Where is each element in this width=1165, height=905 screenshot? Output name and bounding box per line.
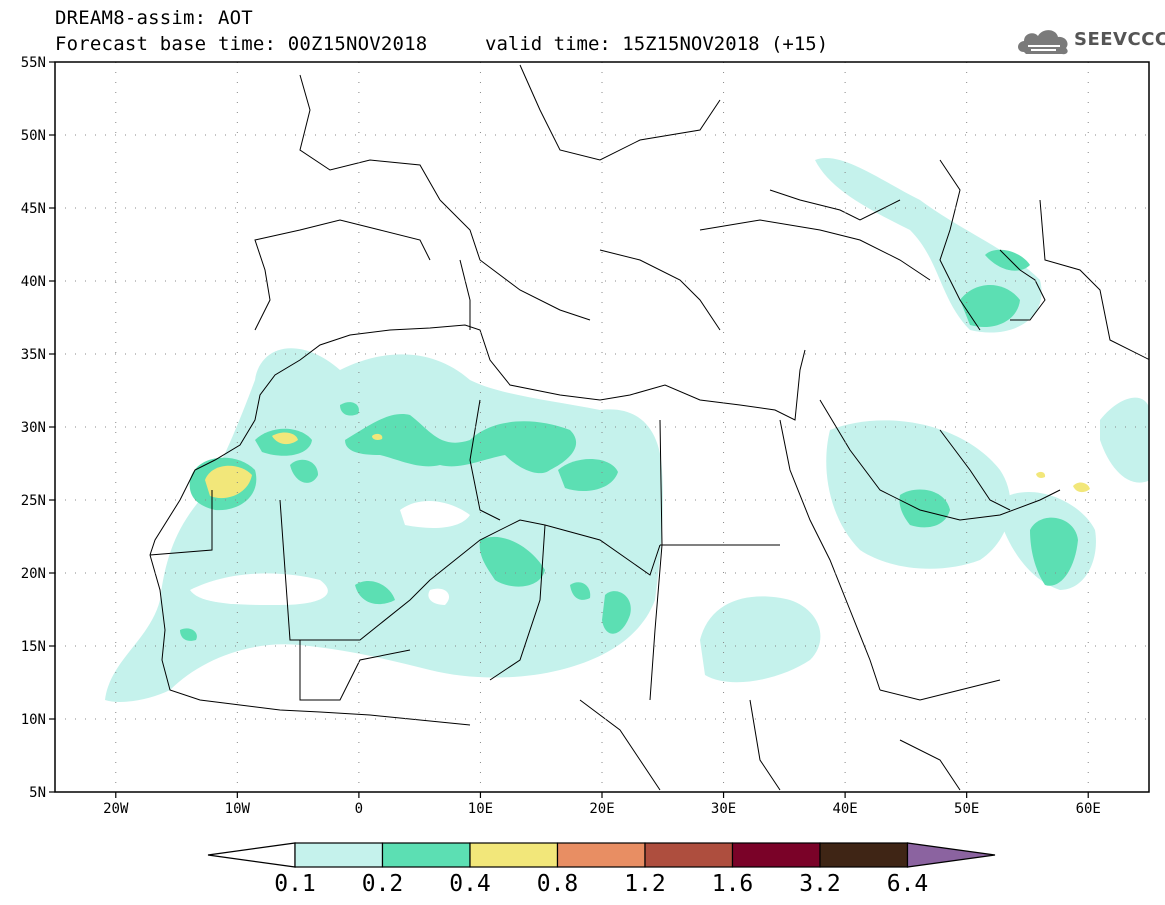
lat-label: 40N — [21, 274, 46, 290]
map-title: DREAM8-assim: AOT — [55, 7, 253, 29]
colorbar-box — [644, 842, 734, 868]
lat-label: 10N — [21, 712, 46, 728]
colorbar-level-label: 1.2 — [624, 871, 666, 897]
colorbar-level-label: 3.2 — [799, 871, 841, 897]
lon-label: 20W — [103, 801, 129, 817]
colorbar-box — [819, 842, 909, 868]
seevccc-logo: SEEVCCC — [1016, 24, 1165, 58]
colorbar-box — [556, 842, 646, 868]
axis-ticks — [49, 61, 1089, 798]
colorbar-level-label: 0.4 — [449, 871, 491, 897]
lat-label: 50N — [21, 128, 46, 144]
forecast-base-time: Forecast base time: 00Z15NOV2018 — [55, 33, 428, 55]
lat-label: 45N — [21, 201, 46, 217]
lon-label: 0 — [355, 801, 363, 817]
colorbar: 0.1 0.2 0.4 0.8 1.2 1.6 3.2 6.4 — [207, 842, 996, 897]
lat-label: 55N — [21, 55, 46, 71]
lon-label: 30E — [711, 801, 736, 817]
colorbar-box — [381, 842, 471, 868]
colorbar-level-label: 0.2 — [362, 871, 404, 897]
lon-label: 10E — [468, 801, 493, 817]
aot-field — [105, 158, 1149, 702]
lat-label: 20N — [21, 566, 46, 582]
valid-time: valid time: 15Z15NOV2018 (+15) — [485, 33, 829, 55]
lon-label: 50E — [954, 801, 979, 817]
lat-labels: 55N 50N 45N 40N 35N 30N 25N 20N 15N 10N 5N — [21, 55, 46, 801]
lat-label: 5N — [29, 785, 46, 801]
lon-label: 20E — [589, 801, 614, 817]
lon-label: 10W — [225, 801, 251, 817]
colorbar-under-triangle — [207, 842, 296, 868]
lat-label: 25N — [21, 493, 46, 509]
lon-labels: 20W 10W 0 10E 20E 30E 40E 50E 60E — [103, 801, 1101, 817]
colorbar-over-triangle — [906, 842, 996, 868]
cloud-logo-icon — [1018, 30, 1068, 55]
colorbar-box — [294, 842, 384, 868]
colorbar-box — [731, 842, 821, 868]
lat-label: 35N — [21, 347, 46, 363]
colorbar-level-label: 0.1 — [274, 871, 316, 897]
lon-label: 60E — [1076, 801, 1101, 817]
colorbar-level-label: 6.4 — [887, 871, 929, 897]
colorbar-box — [469, 842, 559, 868]
lat-label: 15N — [21, 639, 46, 655]
logo-text: SEEVCCC — [1074, 29, 1165, 50]
colorbar-level-label: 1.6 — [712, 871, 754, 897]
lon-label: 40E — [832, 801, 857, 817]
coastlines-borders — [149, 64, 1149, 791]
lat-label: 30N — [21, 420, 46, 436]
colorbar-level-label: 0.8 — [537, 871, 579, 897]
